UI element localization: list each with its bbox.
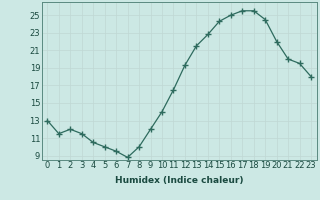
X-axis label: Humidex (Indice chaleur): Humidex (Indice chaleur): [115, 176, 244, 185]
